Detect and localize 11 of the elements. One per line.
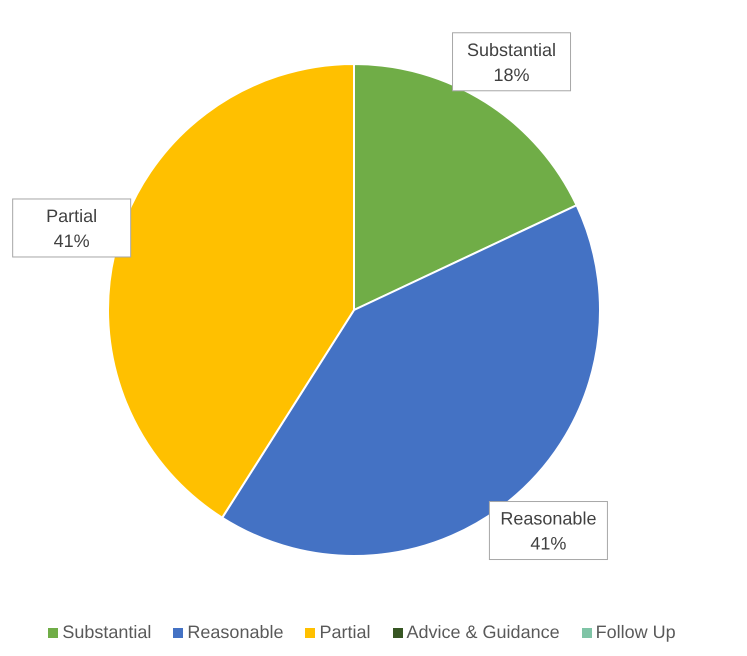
data-label: 41% bbox=[530, 534, 566, 554]
legend-label: Reasonable bbox=[187, 622, 284, 642]
data-label: 41% bbox=[54, 230, 90, 251]
legend-label: Substantial bbox=[62, 622, 152, 642]
slice-label: Substantial bbox=[467, 40, 556, 60]
slice-label: Reasonable bbox=[500, 508, 596, 529]
legend-label: Partial bbox=[319, 622, 371, 642]
legend-label: Follow Up bbox=[596, 622, 676, 642]
legend-label: Advice & Guidance bbox=[406, 622, 560, 642]
data-label: 18% bbox=[494, 64, 530, 85]
slice-label: Partial bbox=[46, 206, 98, 226]
